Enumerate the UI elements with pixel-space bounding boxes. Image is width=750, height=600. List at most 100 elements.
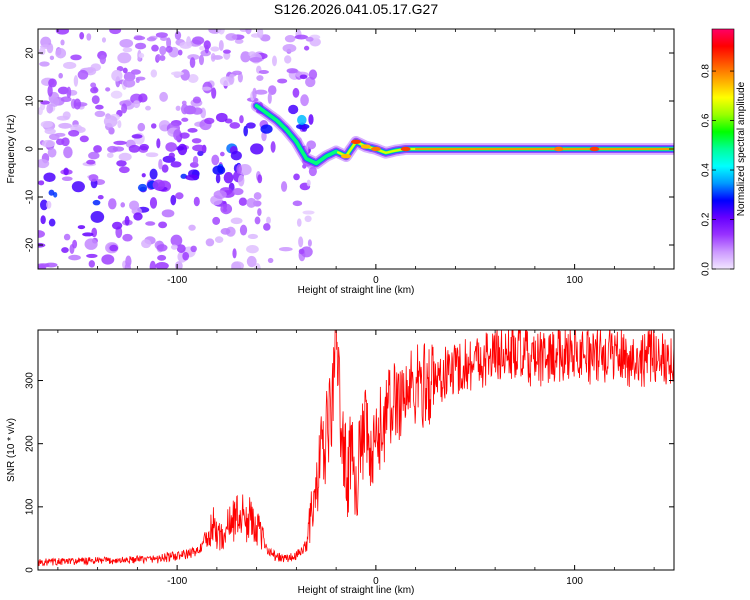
spectrogram-noise-blob bbox=[239, 224, 248, 236]
spectrogram-noise-blob bbox=[88, 174, 99, 182]
spectrogram-noise-blob bbox=[156, 53, 161, 62]
spectrogram-noise-blob bbox=[88, 260, 95, 268]
spectrogram-peak bbox=[370, 146, 381, 152]
spectrogram-noise-blob bbox=[93, 145, 102, 153]
spectrogram-noise-blob bbox=[284, 35, 296, 43]
spectrogram-noise-blob bbox=[79, 32, 85, 40]
spectrogram-noise-blob bbox=[62, 111, 71, 120]
spectrogram-noise-blob bbox=[306, 179, 311, 187]
snr-panel: -100 0 100 0 100 200 300 Height of straight l… bbox=[6, 329, 675, 596]
spectrogram-noise-blob bbox=[199, 45, 205, 51]
spectrogram-noise-blob bbox=[86, 253, 98, 258]
spectrogram-noise-blob bbox=[155, 32, 168, 38]
spectrogram-noise-blob bbox=[156, 138, 161, 149]
spectrogram-noise-blob bbox=[302, 210, 315, 215]
spectrogram-noise-blob bbox=[88, 151, 100, 160]
spectrogram-noise-blob bbox=[304, 215, 312, 223]
spectrogram-noise-blob bbox=[151, 123, 157, 129]
spectrogram-noise-blob bbox=[145, 152, 159, 158]
y-tick-label: 0 bbox=[25, 146, 36, 152]
spectrogram-noise-blob bbox=[158, 221, 168, 229]
colorbar-tick-label: 0.8 bbox=[701, 64, 712, 78]
spectrogram-peak bbox=[360, 144, 371, 149]
spectrogram-noise-blob bbox=[159, 91, 168, 102]
spectrogram-noise-blob bbox=[159, 54, 166, 61]
spectrogram-noise-blob bbox=[257, 29, 264, 39]
spectrogram-peak bbox=[589, 146, 600, 152]
spectrogram-noise-blob bbox=[166, 37, 172, 49]
spectrogram-noise-blob bbox=[57, 86, 69, 95]
spectrogram-noise-blob bbox=[177, 49, 183, 56]
spectrogram-noise-blob bbox=[222, 49, 231, 54]
spectrogram-noise-blob bbox=[293, 173, 300, 181]
spectrogram-noise-blob bbox=[77, 69, 89, 80]
spectrogram-noise-blob bbox=[63, 167, 69, 176]
spectrogram-noise-blob bbox=[225, 33, 238, 41]
spectrogram-noise-blob bbox=[190, 245, 197, 253]
spectrogram-noise-blob bbox=[220, 203, 233, 215]
spectrogram-peak bbox=[351, 139, 361, 144]
spectrogram-noise-blob bbox=[116, 160, 127, 167]
spectrogram-noise-blob bbox=[99, 54, 107, 65]
spectrogram-noise-blob bbox=[63, 233, 71, 241]
spectrogram-noise-blob bbox=[292, 87, 300, 98]
spectrogram-noise-blob bbox=[170, 244, 178, 250]
spectrogram-noise-blob bbox=[300, 246, 313, 258]
spectrogram-noise-blob bbox=[240, 51, 251, 63]
spectrogram-noise-blob bbox=[137, 122, 146, 132]
spectrogram-noise-blob bbox=[254, 263, 261, 269]
spectrogram-noise-blob bbox=[145, 221, 156, 226]
spectrogram-noise-blob bbox=[152, 179, 165, 191]
spectrogram-noise-blob bbox=[197, 150, 204, 156]
spectrogram-noise-blob bbox=[267, 257, 274, 263]
spectrogram-noise-blob bbox=[54, 132, 66, 137]
x-tick-label: 0 bbox=[373, 576, 379, 587]
spectrogram-noise-blob bbox=[90, 86, 99, 94]
x-tick-label: -100 bbox=[167, 576, 187, 587]
spectrogram-noise-blob bbox=[61, 176, 73, 182]
spectrogram-noise-blob bbox=[263, 223, 271, 231]
spectrogram-noise-blob bbox=[48, 218, 56, 227]
spectrogram-noise-blob bbox=[109, 29, 122, 35]
spectrogram-noise-blob bbox=[86, 159, 96, 165]
x-tick-label: -100 bbox=[167, 275, 187, 286]
spectrogram-noise-blob bbox=[192, 36, 205, 45]
spectrogram-noise-blob bbox=[181, 100, 187, 106]
spectrogram-noise-blob bbox=[92, 199, 101, 206]
spectrogram-noise-blob bbox=[40, 120, 53, 128]
spectrogram-noise-blob bbox=[111, 69, 123, 82]
spectrogram-noise-blob bbox=[46, 103, 54, 114]
spectrogram-noise-blob bbox=[38, 263, 50, 268]
y-tick-label: 20 bbox=[25, 47, 36, 59]
spectrogram-noise-blob bbox=[260, 124, 273, 134]
spectrogram-noise-blob bbox=[238, 197, 248, 206]
snr-frame bbox=[37, 329, 675, 571]
spectrogram-noise-blob bbox=[236, 164, 242, 175]
spectrogram-noise-blob bbox=[105, 87, 111, 92]
spectrogram-noise-blob bbox=[278, 247, 293, 252]
spectrogram-noise-blob bbox=[286, 68, 298, 74]
spectrogram-noise-blob bbox=[303, 45, 310, 51]
spectrogram-noise-blob bbox=[71, 181, 85, 193]
spectrogram-noise-blob bbox=[173, 129, 182, 141]
spectrogram-noise-blob bbox=[133, 35, 146, 41]
spectrogram-y-label: Frequency (Hz) bbox=[6, 115, 17, 184]
spectrogram-noise-blob bbox=[79, 135, 89, 143]
spectrogram-noise-blob bbox=[294, 34, 309, 40]
spectrogram-noise-blob bbox=[95, 104, 104, 110]
spectrogram-noise-blob bbox=[212, 216, 221, 225]
spectrogram-noise-blob bbox=[139, 143, 150, 151]
spectrogram-noise bbox=[38, 29, 321, 269]
spectrogram-noise-blob bbox=[306, 140, 317, 150]
spectrogram-noise-blob bbox=[155, 261, 169, 269]
spectrogram-noise-blob bbox=[82, 232, 94, 237]
spectrogram-noise-blob bbox=[230, 150, 242, 161]
spectrogram-noise-blob bbox=[250, 143, 264, 155]
spectrogram-noise-blob bbox=[257, 174, 263, 184]
spectrogram-noise-blob bbox=[212, 165, 226, 176]
spectrogram-noise-blob bbox=[298, 248, 305, 255]
spectrogram-noise-blob bbox=[40, 215, 46, 225]
spectrogram-noise-blob bbox=[257, 208, 262, 217]
